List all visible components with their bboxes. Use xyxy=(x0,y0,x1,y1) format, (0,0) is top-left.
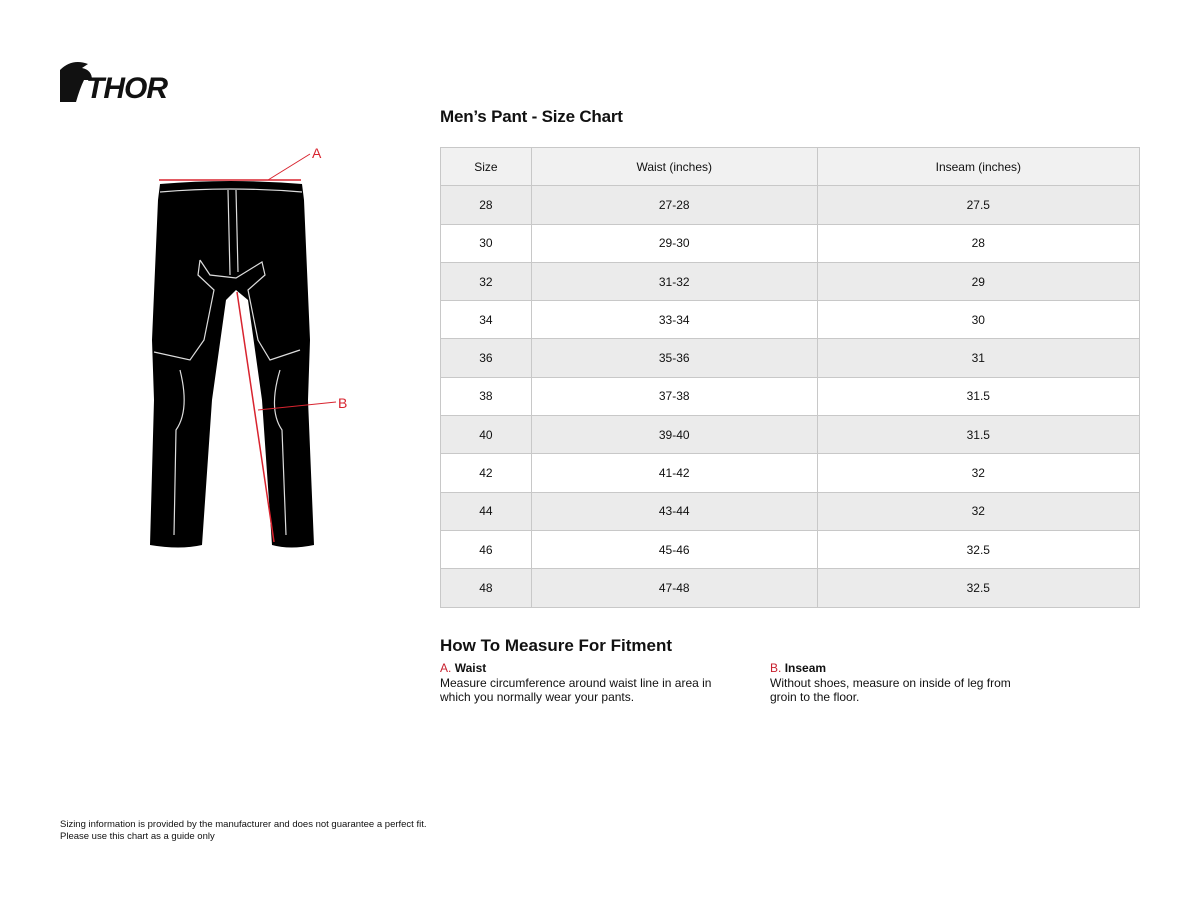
size-cell: 38 xyxy=(440,376,532,417)
table-row: 36 35-36 31 xyxy=(440,338,1141,378)
table-row: 38 37-38 31.5 xyxy=(440,376,1141,417)
size-cell: 34 xyxy=(440,300,532,340)
inseam-cell: 27.5 xyxy=(816,185,1141,225)
label-a: A xyxy=(312,145,322,161)
measure-name: Waist xyxy=(454,661,487,675)
letter: A. xyxy=(440,661,452,675)
table-row: 44 43-44 32 xyxy=(440,491,1141,531)
pants-diagram: A B xyxy=(140,140,370,565)
table-row: 42 41-42 32 xyxy=(440,453,1141,493)
size-cell: 48 xyxy=(440,568,532,608)
inseam-cell: 32 xyxy=(816,453,1141,493)
size-cell: 28 xyxy=(440,185,532,225)
measure-text: Measure circumference around waist line … xyxy=(440,675,712,705)
measure-waist: A. Waist Measure circumference around wa… xyxy=(440,661,740,705)
waist-cell: 35-36 xyxy=(530,338,818,378)
inseam-cell: 30 xyxy=(816,300,1141,340)
size-cell: 30 xyxy=(440,223,532,263)
size-table: Size Waist (inches) Inseam (inches) 28 27… xyxy=(440,146,1141,608)
waist-cell: 47-48 xyxy=(530,568,818,608)
header-waist: Waist (inches) xyxy=(530,146,818,187)
table-row: 46 45-46 32.5 xyxy=(440,529,1141,570)
table-row: 48 47-48 32.5 xyxy=(440,568,1141,608)
howto-title: How To Measure For Fitment xyxy=(440,636,673,655)
waist-cell: 31-32 xyxy=(530,261,818,302)
waist-cell: 39-40 xyxy=(530,415,818,455)
size-cell: 40 xyxy=(440,415,532,455)
size-cell: 42 xyxy=(440,453,532,493)
table-row: 30 29-30 28 xyxy=(440,223,1141,263)
page-title: Men’s Pant - Size Chart xyxy=(440,107,623,126)
header-size: Size xyxy=(440,146,532,187)
letter: B. xyxy=(770,661,782,675)
inseam-cell: 31.5 xyxy=(816,376,1141,417)
measure-name: Inseam xyxy=(784,661,827,675)
size-cell: 46 xyxy=(440,529,532,570)
inseam-cell: 31.5 xyxy=(816,415,1141,455)
disclaimer: Sizing information is provided by the ma… xyxy=(60,819,427,843)
measure-inseam: B. Inseam Without shoes, measure on insi… xyxy=(770,661,1040,705)
table-row: 34 33-34 30 xyxy=(440,300,1141,340)
thor-logo: THOR xyxy=(58,58,198,109)
inseam-cell: 29 xyxy=(816,261,1141,302)
size-cell: 36 xyxy=(440,338,532,378)
table-row: 28 27-28 27.5 xyxy=(440,185,1141,225)
measure-text: Without shoes, measure on inside of leg … xyxy=(770,675,1011,705)
waist-cell: 43-44 xyxy=(530,491,818,531)
header-inseam: Inseam (inches) xyxy=(816,146,1141,187)
waist-cell: 41-42 xyxy=(530,453,818,493)
inseam-cell: 32.5 xyxy=(816,529,1141,570)
disclaimer-line: Please use this chart as a guide only xyxy=(60,831,215,842)
waist-cell: 27-28 xyxy=(530,185,818,225)
inseam-cell: 32.5 xyxy=(816,568,1141,608)
disclaimer-line: Sizing information is provided by the ma… xyxy=(60,819,427,830)
inseam-cell: 31 xyxy=(816,338,1141,378)
inseam-cell: 32 xyxy=(816,491,1141,531)
waist-cell: 33-34 xyxy=(530,300,818,340)
waist-cell: 29-30 xyxy=(530,223,818,263)
waist-cell: 45-46 xyxy=(530,529,818,570)
label-b: B xyxy=(338,395,347,411)
size-cell: 32 xyxy=(440,261,532,302)
table-row: 40 39-40 31.5 xyxy=(440,415,1141,455)
waist-cell: 37-38 xyxy=(530,376,818,417)
size-cell: 44 xyxy=(440,491,532,531)
svg-text:THOR: THOR xyxy=(86,72,168,104)
table-row: 32 31-32 29 xyxy=(440,261,1141,302)
inseam-cell: 28 xyxy=(816,223,1141,263)
